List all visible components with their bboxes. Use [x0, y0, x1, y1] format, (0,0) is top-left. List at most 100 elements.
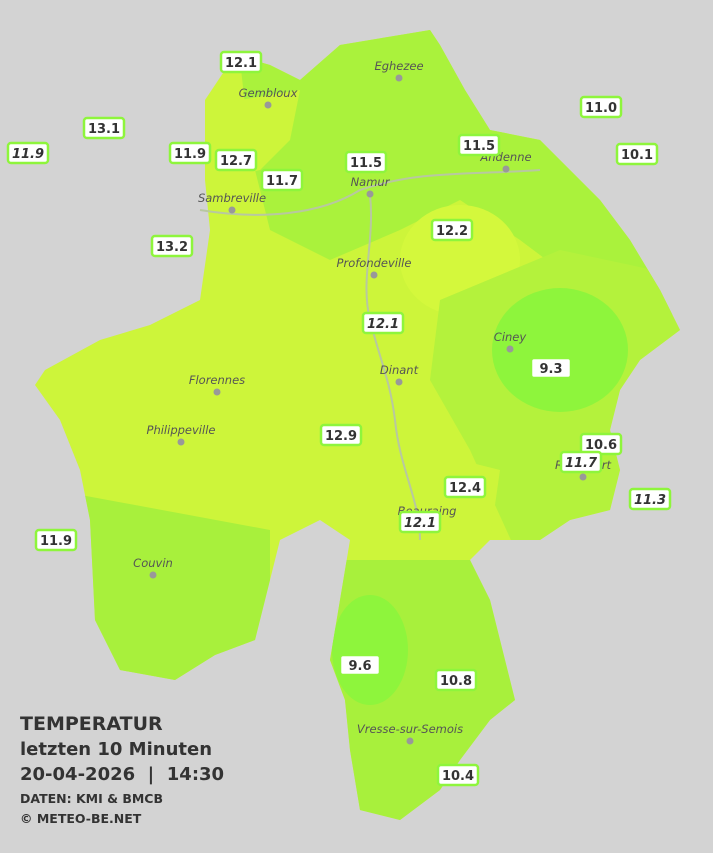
station-value: 10.6	[585, 438, 617, 453]
stations: 12.1 13.1 11.9 11.9 12.7 11.7 11.5 11.5 11.0 10.1…	[6, 50, 672, 787]
city-dot	[177, 438, 185, 446]
station-box	[214, 148, 258, 172]
city-dot	[506, 345, 514, 353]
station-box	[529, 356, 573, 380]
station: 12.9	[319, 423, 363, 447]
station: 12.4	[443, 475, 487, 499]
station-value: 11.3	[634, 493, 666, 508]
station-value: 12.7	[220, 154, 252, 169]
city-dot	[395, 378, 403, 386]
station: 13.1	[82, 116, 126, 140]
station-box	[434, 668, 478, 692]
station-value: 10.1	[621, 148, 653, 163]
station: 12.1	[398, 510, 442, 534]
city-dot	[502, 165, 510, 173]
station-box	[150, 234, 194, 258]
station-value: 11.9	[12, 147, 44, 162]
station: 11.5	[344, 150, 388, 174]
station-box	[443, 475, 487, 499]
city-label: Couvin	[133, 556, 173, 570]
station-value: 10.4	[442, 769, 474, 784]
city-dot	[213, 388, 221, 396]
river	[199, 169, 541, 541]
station: 10.6	[579, 432, 623, 456]
city-label: Eghezee	[374, 59, 423, 73]
station-value: 11.7	[565, 456, 598, 471]
station-value: 9.3	[539, 362, 562, 377]
station: 9.6	[338, 653, 382, 677]
station: 11.9	[34, 528, 78, 552]
station: 11.5	[457, 133, 501, 157]
station-value: 13.1	[88, 122, 120, 137]
station-value: 12.4	[449, 481, 481, 496]
station-box	[436, 763, 480, 787]
city-label: Sambreville	[198, 191, 266, 205]
city-dot	[395, 74, 403, 82]
station: 11.7	[559, 450, 603, 474]
station-box	[559, 450, 603, 474]
city-label: Ciney	[494, 330, 527, 344]
station-box	[168, 141, 212, 165]
city-dot	[406, 737, 414, 745]
city-label: Florennes	[189, 373, 245, 387]
city-dot	[264, 101, 272, 109]
station: 11.7	[260, 168, 304, 192]
station-value: 11.5	[350, 156, 382, 171]
city-dot	[366, 190, 374, 198]
caption-period: letzten 10 Minuten	[20, 739, 212, 760]
station-box	[82, 116, 126, 140]
city-dot	[149, 571, 157, 579]
station: 13.2	[150, 234, 194, 258]
station: 11.0	[579, 95, 623, 119]
station-box	[219, 50, 263, 74]
station-value: 11.5	[463, 139, 495, 154]
station-box	[319, 423, 363, 447]
station-box	[628, 487, 672, 511]
station: 12.1	[219, 50, 263, 74]
station-value: 11.7	[266, 174, 298, 189]
station: 12.7	[214, 148, 258, 172]
station-box	[260, 168, 304, 192]
station-value: 11.9	[40, 534, 72, 549]
city-label: Vresse-sur-Semois	[357, 722, 463, 736]
station-box	[6, 141, 50, 165]
station: 9.3	[529, 356, 573, 380]
station-box	[338, 653, 382, 677]
caption-source: DATEN: KMI & BMCB	[20, 791, 163, 806]
station-value: 11.0	[585, 101, 617, 116]
station: 10.8	[434, 668, 478, 692]
station-value: 9.6	[348, 659, 371, 674]
station: 10.4	[436, 763, 480, 787]
city-label: Dinant	[380, 363, 419, 377]
city-label: Gembloux	[239, 86, 298, 100]
station-box	[344, 150, 388, 174]
station: 11.9	[6, 141, 50, 165]
city-dot	[228, 206, 236, 214]
city-label: Namur	[351, 175, 391, 189]
station: 10.1	[615, 142, 659, 166]
city-dot	[579, 473, 587, 481]
station-value: 12.1	[225, 56, 257, 71]
station-box	[398, 510, 442, 534]
station-box	[34, 528, 78, 552]
station-box	[579, 95, 623, 119]
station: 11.3	[628, 487, 672, 511]
station: 12.1	[361, 311, 405, 335]
station-value: 10.8	[440, 674, 472, 689]
caption-copyright: © METEO-BE.NET	[20, 811, 142, 826]
station-value: 12.1	[404, 516, 436, 531]
station-value: 13.2	[156, 240, 188, 255]
station-value: 11.9	[174, 147, 206, 162]
station-value: 12.1	[367, 317, 399, 332]
station-box	[457, 133, 501, 157]
city-label: Philippeville	[147, 423, 216, 437]
city-label: Profondeville	[337, 256, 412, 270]
city-dot	[370, 271, 378, 279]
station-value: 12.2	[436, 224, 468, 239]
station: 12.2	[430, 218, 474, 242]
station: 11.9	[168, 141, 212, 165]
caption-datetime: 20-04-2026 | 14:30	[20, 764, 224, 785]
station-box	[615, 142, 659, 166]
caption-title: TEMPERATUR	[20, 713, 163, 735]
